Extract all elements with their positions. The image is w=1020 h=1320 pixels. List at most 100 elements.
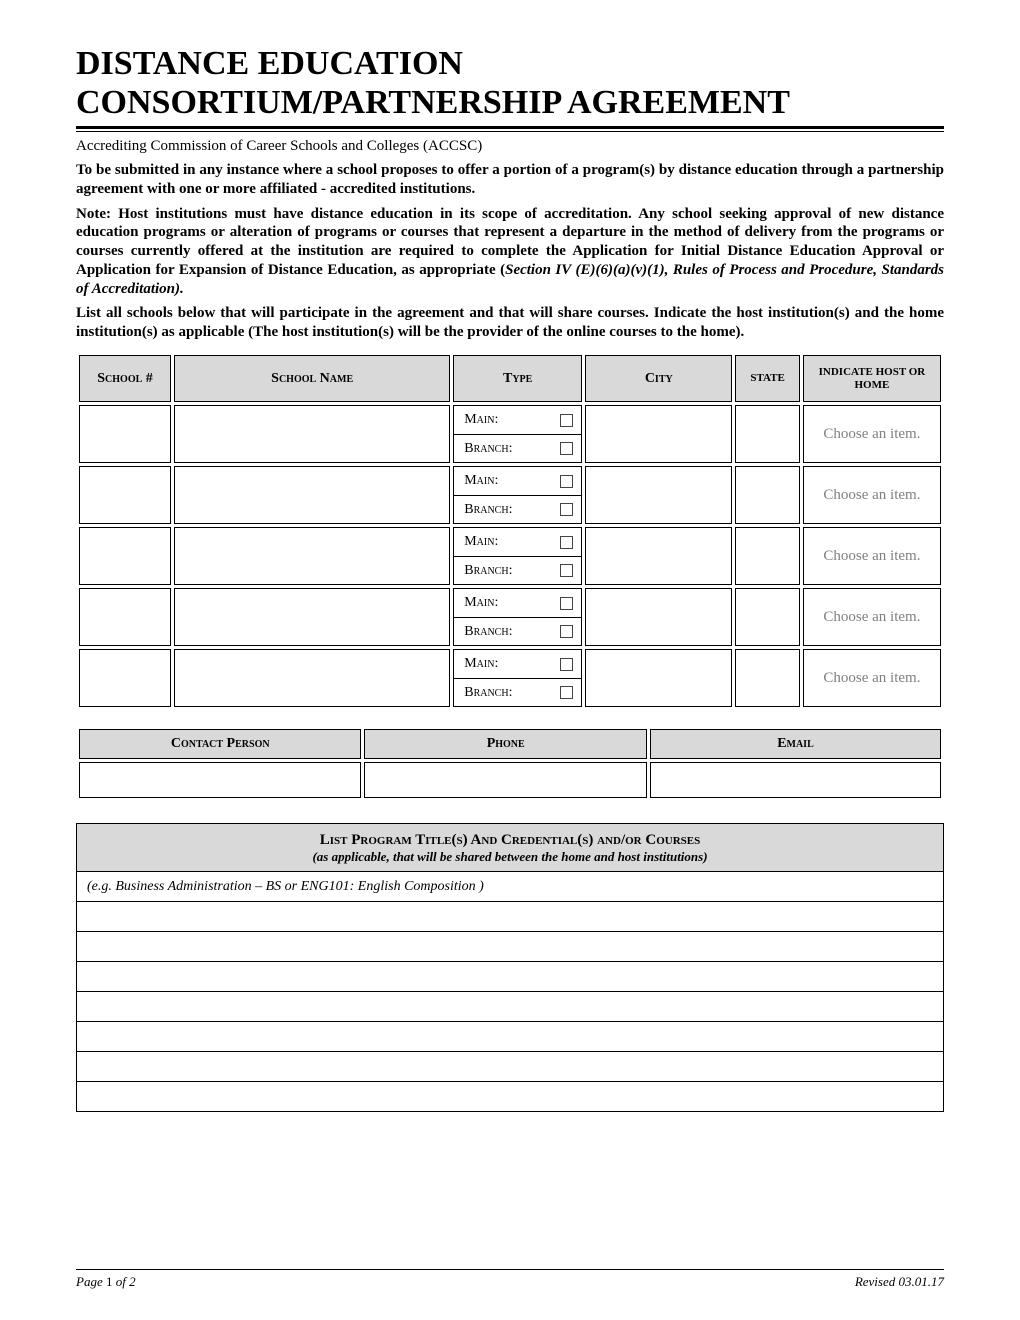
branch-checkbox[interactable]: [560, 442, 573, 455]
contact-person-field[interactable]: [79, 762, 361, 798]
type-cell: Main: Branch:: [453, 466, 582, 524]
type-branch-label: Branch:: [464, 502, 512, 518]
main-checkbox[interactable]: [560, 414, 573, 427]
program-row: [77, 962, 944, 992]
program-row: [77, 1022, 944, 1052]
col-school-num: School #: [79, 355, 171, 402]
city-field[interactable]: [585, 588, 732, 646]
host-home-field[interactable]: Choose an item.: [803, 466, 941, 524]
page: DISTANCE EDUCATION CONSORTIUM/PARTNERSHI…: [0, 0, 1020, 1320]
program-row: [77, 902, 944, 932]
program-field[interactable]: [77, 1082, 944, 1112]
city-field[interactable]: [585, 466, 732, 524]
host-home-field[interactable]: Choose an item.: [803, 527, 941, 585]
col-email: Email: [650, 729, 941, 759]
programs-example-row: (e.g. Business Administration – BS or EN…: [77, 872, 944, 902]
type-main-row: Main:: [454, 467, 581, 495]
programs-table: List Program Title(s) And Credential(s) …: [76, 823, 944, 1112]
programs-example: (e.g. Business Administration – BS or EN…: [87, 879, 484, 894]
school-name-field[interactable]: [174, 649, 450, 707]
intro-paragraph: To be submitted in any instance where a …: [76, 161, 944, 199]
col-state: State: [735, 355, 799, 402]
school-name-field[interactable]: [174, 405, 450, 463]
schools-header-row: School # School Name Type City State IND…: [79, 355, 941, 402]
program-field[interactable]: [77, 1022, 944, 1052]
school-num-field[interactable]: [79, 466, 171, 524]
contact-row: [79, 762, 941, 798]
state-field[interactable]: [735, 649, 799, 707]
schools-row: Main: Branch: Choose an item.: [79, 649, 941, 707]
page-number: Page 1 of 2: [76, 1274, 136, 1290]
col-school-name: School Name: [174, 355, 450, 402]
branch-checkbox[interactable]: [560, 625, 573, 638]
school-num-field[interactable]: [79, 649, 171, 707]
branch-checkbox[interactable]: [560, 503, 573, 516]
type-cell: Main: Branch:: [453, 588, 582, 646]
title-rule: [76, 126, 944, 132]
type-branch-label: Branch:: [464, 624, 512, 640]
branch-checkbox[interactable]: [560, 564, 573, 577]
state-field[interactable]: [735, 527, 799, 585]
schools-table: School # School Name Type City State IND…: [76, 352, 944, 710]
host-home-field[interactable]: Choose an item.: [803, 588, 941, 646]
program-row: [77, 1052, 944, 1082]
school-name-field[interactable]: [174, 527, 450, 585]
state-field[interactable]: [735, 466, 799, 524]
type-branch-row: Branch:: [454, 495, 581, 523]
email-field[interactable]: [650, 762, 941, 798]
phone-field[interactable]: [364, 762, 646, 798]
note-paragraph: Note: Host institutions must have distan…: [76, 205, 944, 299]
type-main-label: Main:: [464, 656, 498, 672]
schools-row: Main:Branch: Choose an item.: [79, 527, 941, 585]
type-main-label: Main:: [464, 473, 498, 489]
type-branch-row: Branch:: [454, 434, 581, 462]
school-name-field[interactable]: [174, 466, 450, 524]
program-row: [77, 1082, 944, 1112]
branch-checkbox[interactable]: [560, 686, 573, 699]
type-branch-row: Branch:: [454, 678, 581, 706]
page-suffix: of 2: [112, 1274, 135, 1289]
type-main-label: Main:: [464, 595, 498, 611]
page-prefix: Page: [76, 1274, 106, 1289]
list-all-paragraph: List all schools below that will partici…: [76, 304, 944, 342]
programs-title: List Program Title(s) And Credential(s) …: [83, 832, 937, 849]
main-checkbox[interactable]: [560, 536, 573, 549]
revised-date: Revised 03.01.17: [855, 1274, 944, 1290]
program-field[interactable]: [77, 902, 944, 932]
type-branch-label: Branch:: [464, 563, 512, 579]
school-num-field[interactable]: [79, 527, 171, 585]
type-main-row: Main:: [454, 650, 581, 678]
program-field[interactable]: [77, 962, 944, 992]
main-checkbox[interactable]: [560, 475, 573, 488]
program-field[interactable]: [77, 992, 944, 1022]
col-phone: Phone: [364, 729, 646, 759]
host-home-field[interactable]: Choose an item.: [803, 649, 941, 707]
city-field[interactable]: [585, 527, 732, 585]
type-branch-label: Branch:: [464, 685, 512, 701]
host-home-field[interactable]: Choose an item.: [803, 405, 941, 463]
col-type: Type: [453, 355, 582, 402]
col-contact-person: Contact Person: [79, 729, 361, 759]
school-name-field[interactable]: [174, 588, 450, 646]
program-field[interactable]: [77, 932, 944, 962]
city-field[interactable]: [585, 405, 732, 463]
school-num-field[interactable]: [79, 588, 171, 646]
type-cell: Main: Branch:: [453, 649, 582, 707]
programs-subtitle: (as applicable, that will be shared betw…: [83, 849, 937, 865]
schools-row: Main: Branch: Choose an item.: [79, 466, 941, 524]
type-cell: Main:Branch:: [453, 527, 582, 585]
type-cell: Main: Branch:: [453, 405, 582, 463]
main-checkbox[interactable]: [560, 658, 573, 671]
type-branch-row: Branch:: [454, 617, 581, 645]
state-field[interactable]: [735, 405, 799, 463]
type-main-label: Main:: [464, 412, 498, 428]
contact-header-row: Contact Person Phone Email: [79, 729, 941, 759]
school-num-field[interactable]: [79, 405, 171, 463]
accsc-subtitle: Accrediting Commission of Career Schools…: [76, 138, 944, 155]
col-indicate: INDICATE HOST OR HOME: [803, 355, 941, 402]
footer: Page 1 of 2 Revised 03.01.17: [76, 1269, 944, 1290]
main-checkbox[interactable]: [560, 597, 573, 610]
state-field[interactable]: [735, 588, 799, 646]
city-field[interactable]: [585, 649, 732, 707]
program-field[interactable]: [77, 1052, 944, 1082]
